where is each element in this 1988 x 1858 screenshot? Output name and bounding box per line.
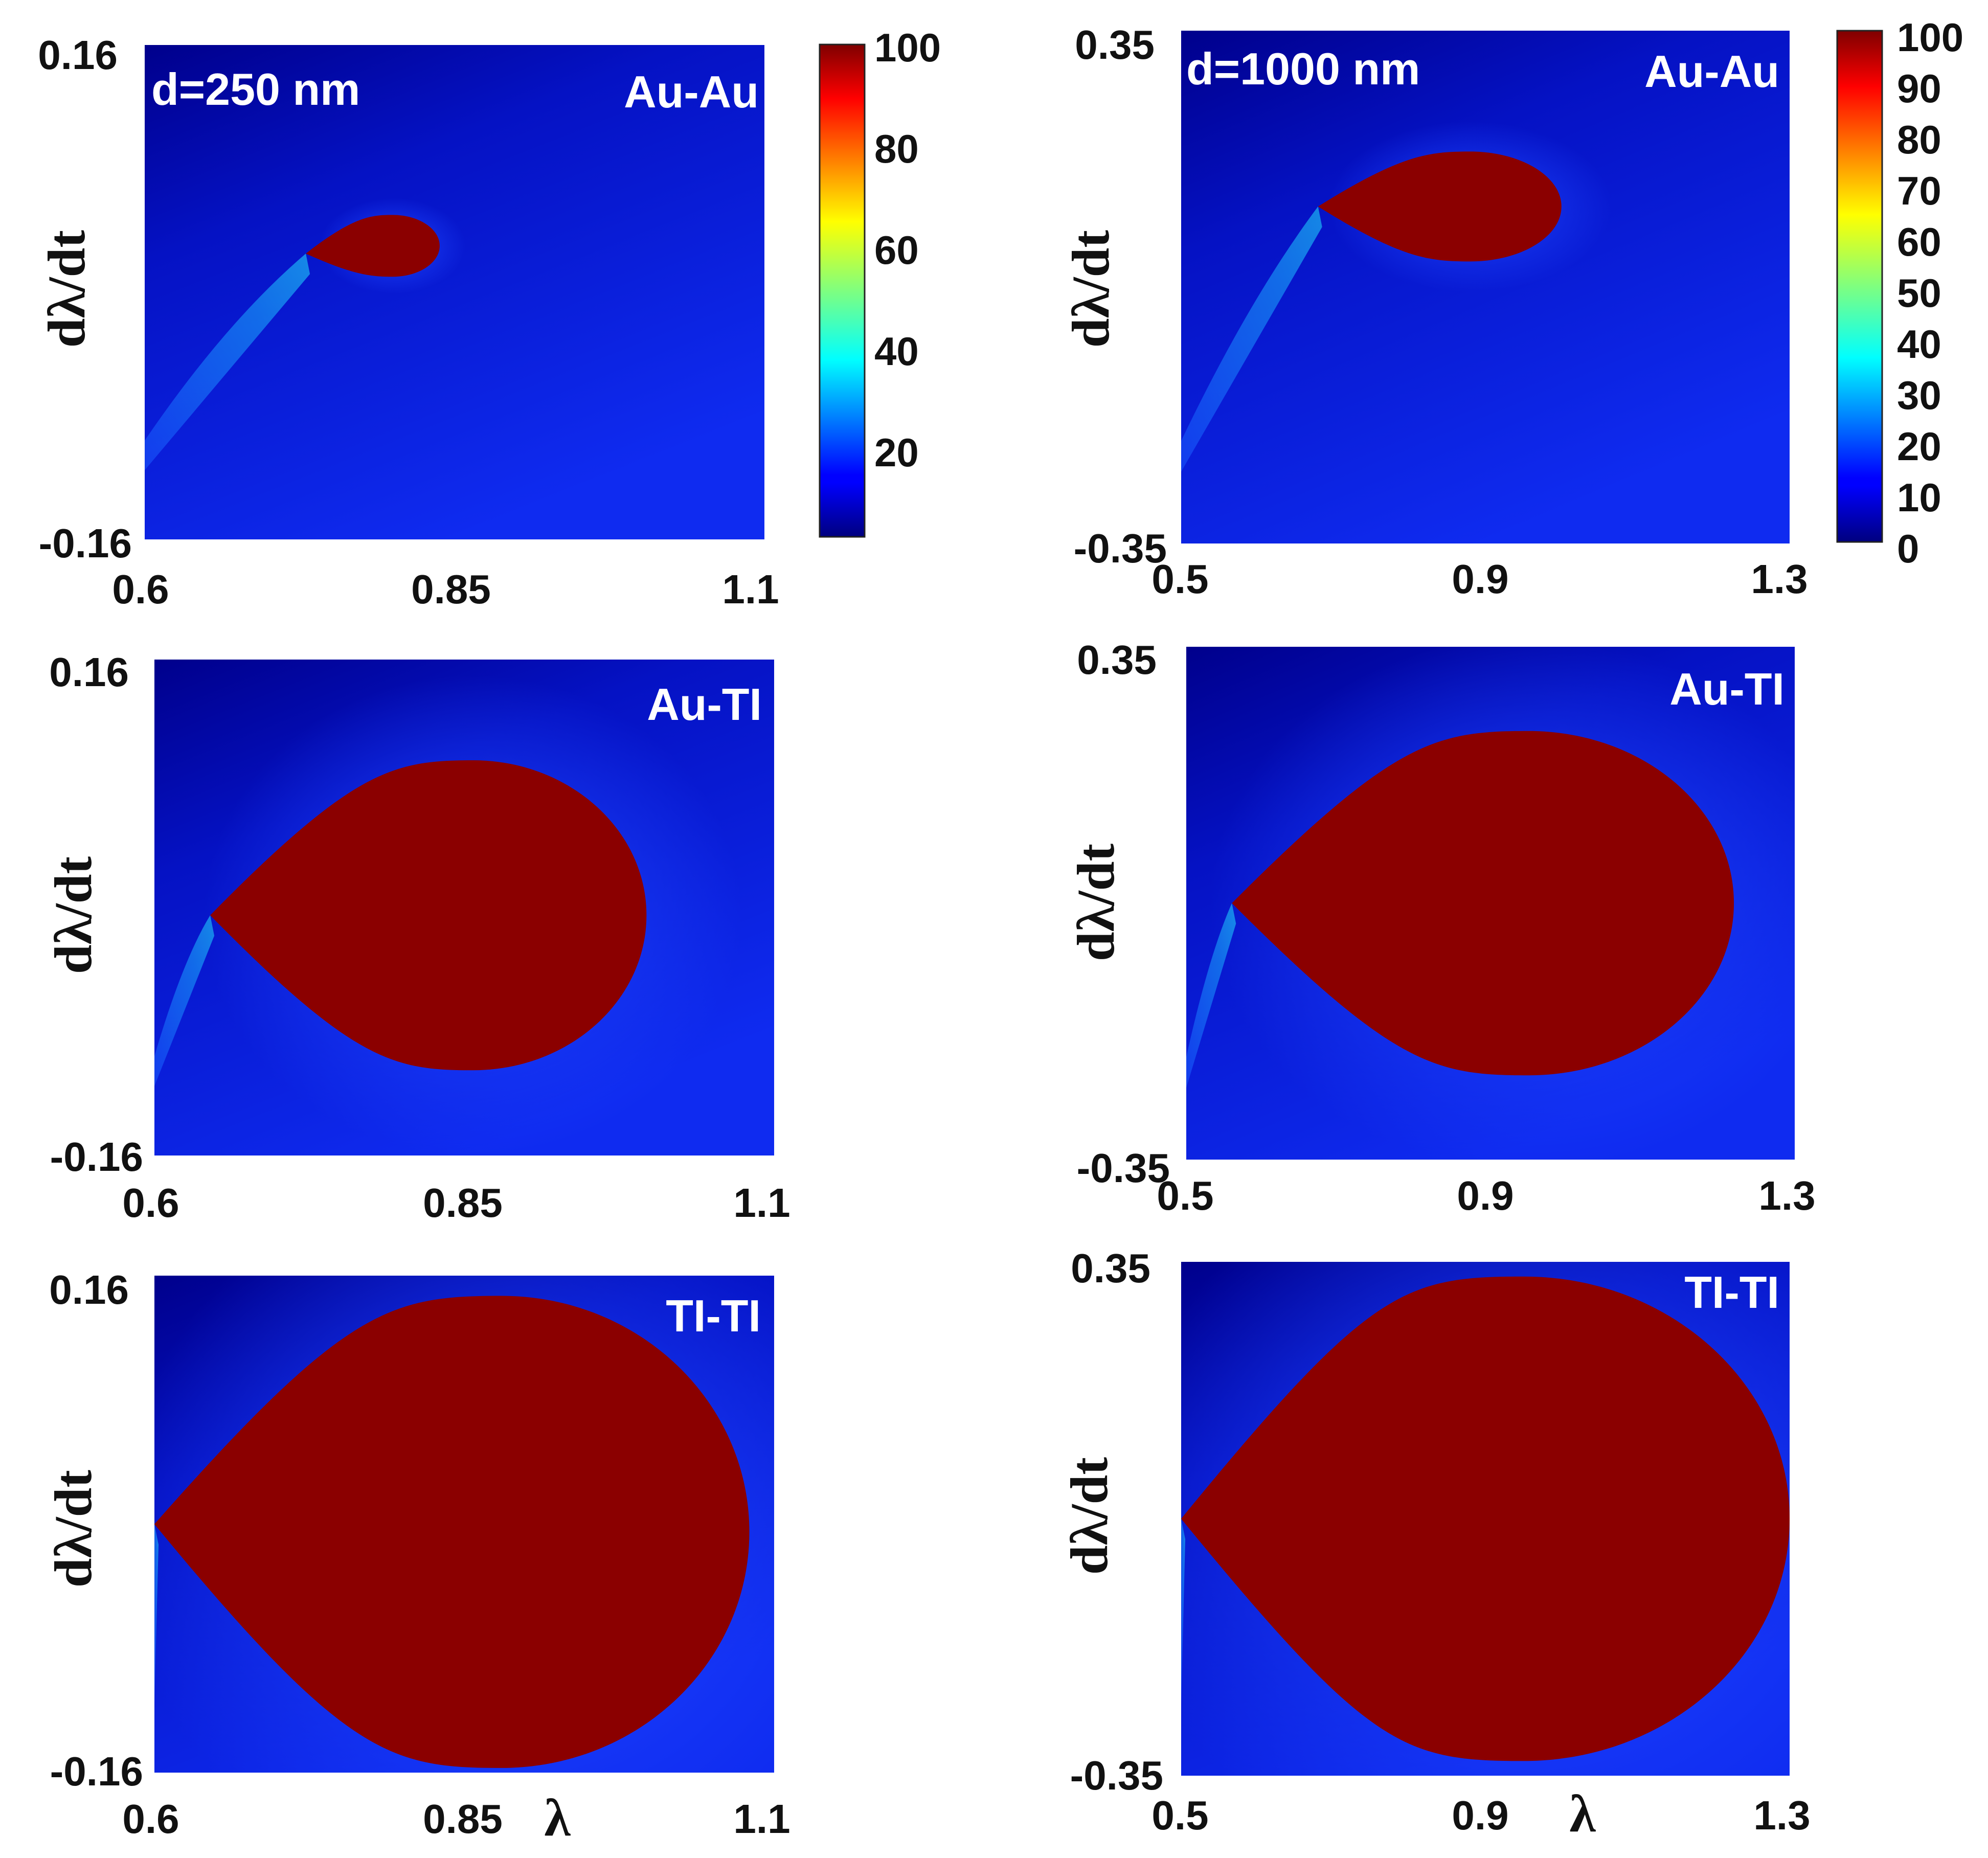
x-tick-1: 0.9 [1457,1173,1513,1218]
annotation-d1000: d=1000 nm [1186,43,1420,94]
y-tick-bottom: -0.16 [50,1749,143,1794]
separatrix-edge [1186,903,1236,1088]
y-tick-bottom: -0.16 [39,520,132,566]
colorbar-gradient [819,43,866,538]
panel-au-ti-right: Au-TI 0.35 -0.35 0.5 0.9 1.3 dλ/dt [1067,637,1816,1218]
colorbar-tick: 30 [1897,373,1941,418]
y-tick-top: 0.16 [49,1267,129,1312]
x-tick-2: 1.3 [1751,556,1808,602]
heatmap-area [154,1276,774,1773]
panel-label: Au-TI [1669,664,1784,714]
trapping-region [154,1296,750,1768]
panel-au-au-250nm: d=250 nm Au-Au 0.16 -0.16 0.6 0.85 1.1 d… [37,32,779,612]
y-axis-label: dλ/dt [1061,230,1120,348]
y-axis-label: dλ/dt [1067,843,1125,961]
heatmap-area [1186,647,1795,1160]
annotation-d250: d=250 nm [151,64,360,115]
y-tick-top: 0.35 [1075,22,1155,67]
heatmap-background [145,45,764,539]
x-axis-label: λ [544,1788,571,1847]
y-axis-label: dλ/dt [44,856,103,974]
panel-ti-ti-left: TI-TI 0.16 -0.16 0.6 0.85 1.1 λ dλ/dt [44,1267,790,1847]
trapping-region [1318,151,1562,262]
plot-content [154,1276,774,1773]
y-axis-label: dλ/dt [44,1469,103,1588]
trapping-region [210,760,647,1071]
heatmap-area [145,45,764,539]
y-tick-bottom: -0.16 [50,1134,143,1180]
panel-label: TI-TI [666,1290,761,1341]
separatrix-edge [154,1524,159,1703]
panel-label: Au-Au [624,66,759,117]
x-tick-0: 0.6 [122,1180,179,1226]
trapping-region [306,215,440,277]
plot-content [1181,1262,1790,1776]
y-axis-label: dλ/dt [37,230,96,348]
y-tick-bottom: -0.35 [1077,1145,1170,1191]
plot-content [154,660,774,1155]
separatrix-edge [1181,1519,1185,1704]
colorbar-left: 100 80 60 40 20 [819,25,941,538]
separatrix-edge [1181,206,1322,472]
plot-content [145,45,764,539]
y-tick-top: 0.35 [1071,1245,1150,1291]
colorbar-tick: 0 [1897,526,1919,571]
x-tick-1: 0.85 [423,1180,503,1226]
y-tick-top: 0.16 [49,649,129,695]
x-tick-0: 0.6 [122,1796,179,1842]
panel-au-au-1000nm: d=1000 nm Au-Au 0.35 -0.35 0.5 0.9 1.3 d… [1061,22,1808,602]
colorbar-tick: 20 [1897,424,1941,469]
x-tick-0: 0.5 [1151,556,1208,602]
plot-content [1186,647,1795,1160]
x-axis-label: λ [1569,1784,1596,1843]
x-tick-0: 0.6 [112,567,169,612]
colorbar-tick: 80 [874,126,919,171]
colorbar-tick: 100 [1897,15,1963,60]
x-tick-1: 0.85 [411,567,491,612]
x-tick-2: 1.1 [733,1796,790,1842]
separatrix-edge [145,253,310,470]
colorbar-tick: 10 [1897,475,1941,520]
trapping-region [1181,1276,1790,1761]
y-tick-top: 0.35 [1077,637,1157,683]
x-tick-0: 0.5 [1157,1173,1213,1218]
separatrix-edge [154,915,215,1086]
colorbar-tick: 90 [1897,66,1941,111]
panel-ti-ti-right: TI-TI 0.35 -0.35 0.5 0.9 1.3 λ dλ/dt [1060,1245,1811,1843]
heatmap-area [1181,31,1790,543]
colorbar-tick: 60 [1897,219,1941,264]
heatmap-area [1181,1262,1790,1776]
y-tick-bottom: -0.35 [1070,1753,1163,1798]
colorbar-tick: 80 [1897,117,1941,162]
colorbar-gradient [1836,30,1883,543]
x-tick-2: 1.3 [1758,1173,1815,1218]
colorbar-right: 100 90 80 70 60 50 40 30 20 10 0 [1836,15,1963,571]
colorbar-tick: 70 [1897,168,1941,213]
y-tick-top: 0.16 [38,32,118,78]
colorbar-tick: 40 [874,329,919,374]
x-tick-1: 0.9 [1452,1793,1508,1838]
x-tick-2: 1.3 [1753,1793,1810,1838]
colorbar-tick: 50 [1897,270,1941,315]
y-tick-bottom: -0.35 [1074,526,1167,571]
colorbar-tick: 100 [874,25,941,70]
y-axis-label: dλ/dt [1060,1457,1119,1575]
panel-label: Au-TI [647,679,762,730]
x-tick-1: 0.85 [423,1796,503,1842]
x-tick-2: 1.1 [722,567,779,612]
x-tick-2: 1.1 [733,1180,790,1226]
heatmap-area [154,660,774,1155]
colorbar-tick: 60 [874,228,919,273]
plot-content [1181,31,1790,543]
trapping-region [1232,731,1734,1076]
panel-label: Au-Au [1644,46,1779,97]
colorbar-tick: 40 [1897,322,1941,367]
panel-label: TI-TI [1684,1267,1779,1318]
x-tick-0: 0.5 [1151,1793,1208,1838]
x-tick-1: 0.9 [1452,556,1508,602]
colorbar-tick: 20 [874,430,919,475]
panel-au-ti-left: Au-TI 0.16 -0.16 0.6 0.85 1.1 dλ/dt [44,649,790,1226]
